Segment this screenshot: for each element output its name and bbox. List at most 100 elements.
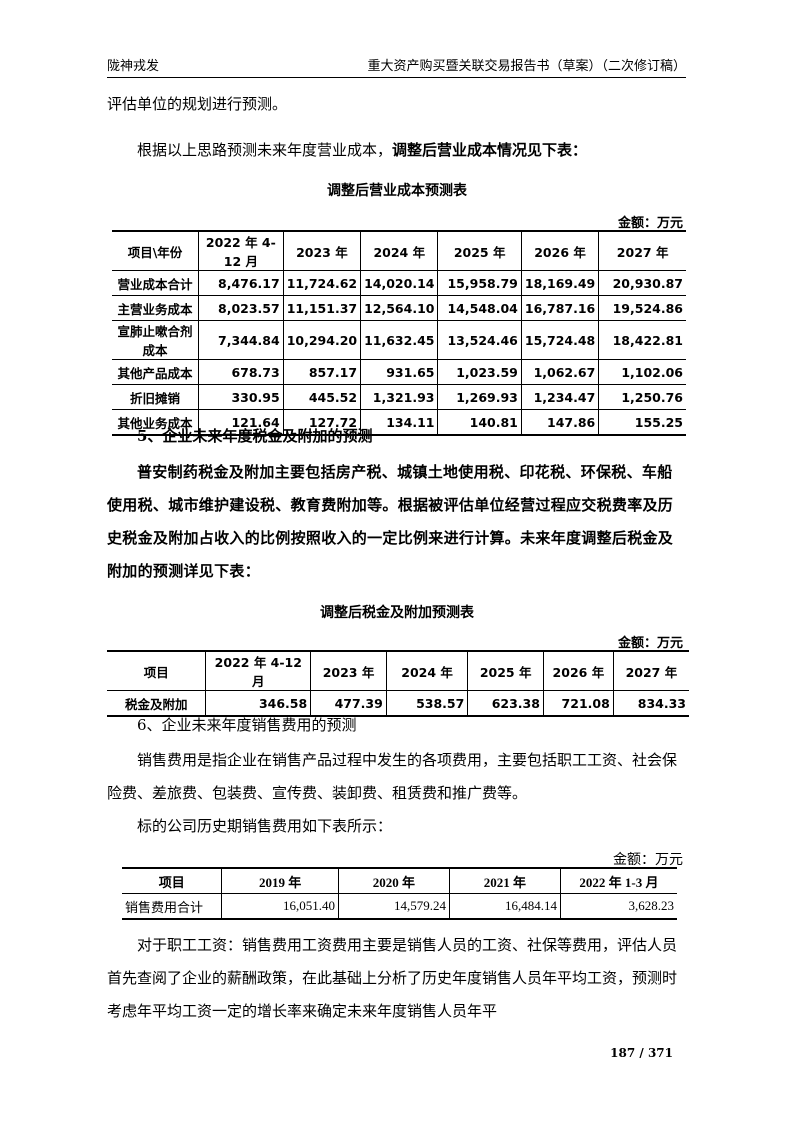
cell-value: 857.17 bbox=[282, 359, 362, 385]
table-header-row: 项目 2019 年 2020 年 2021 年 2022 年 1-3 月 bbox=[122, 867, 677, 894]
column-header: 2021 年 bbox=[448, 867, 561, 894]
cell-value: 834.33 bbox=[612, 690, 689, 717]
cell-value: 330.95 bbox=[198, 384, 284, 410]
para2-text: 根据以上思路预测未来年度营业成本， bbox=[137, 141, 393, 159]
cell-value: 14,548.04 bbox=[437, 295, 522, 321]
row-label: 宣肺止嗽合剂成本 bbox=[112, 320, 200, 360]
column-header: 2020 年 bbox=[337, 867, 450, 894]
column-header: 2022 年 1-3 月 bbox=[559, 867, 677, 894]
column-header: 2022 年 4-12 月 bbox=[198, 230, 284, 271]
cell-value: 121.64 bbox=[198, 409, 284, 436]
cell-value: 127.72 bbox=[282, 409, 362, 436]
column-header: 2024 年 bbox=[360, 230, 439, 271]
column-header: 项目 bbox=[107, 650, 207, 691]
cell-value: 1,102.06 bbox=[598, 359, 686, 385]
cell-value: 155.25 bbox=[598, 409, 686, 436]
cell-value: 346.58 bbox=[205, 690, 312, 717]
cell-value: 147.86 bbox=[520, 409, 600, 436]
column-header: 2019 年 bbox=[221, 867, 339, 894]
column-header: 2025 年 bbox=[437, 230, 522, 271]
cell-value: 1,023.59 bbox=[437, 359, 522, 385]
para2-bold-text: 调整后营业成本情况见下表： bbox=[392, 141, 588, 159]
row-label: 其他产品成本 bbox=[112, 359, 200, 385]
table-row: 营业成本合计 8,476.17 11,724.62 14,020.14 15,958.7… bbox=[112, 270, 686, 296]
paragraph-2: 根据以上思路预测未来年度营业成本，调整后营业成本情况见下表： bbox=[107, 134, 687, 167]
table1-unit: 金额：万元 bbox=[617, 216, 683, 231]
cell-value: 8,023.57 bbox=[198, 295, 284, 321]
cell-value: 15,724.48 bbox=[520, 320, 600, 360]
cell-value: 13,524.46 bbox=[437, 320, 522, 360]
row-label: 折旧摊销 bbox=[112, 384, 200, 410]
cell-value: 8,476.17 bbox=[198, 270, 284, 296]
cell-value: 7,344.84 bbox=[198, 320, 284, 360]
column-header: 2027 年 bbox=[598, 230, 686, 271]
column-header: 2022 年 4-12 月 bbox=[205, 650, 312, 691]
table-header-row: 项目\年份 2022 年 4-12 月 2023 年 2024 年 2025 年 2026… bbox=[112, 230, 686, 271]
column-header: 项目\年份 bbox=[112, 230, 200, 271]
paragraph-1: 评估单位的规划进行预测。 bbox=[107, 95, 288, 113]
cell-value: 1,062.67 bbox=[520, 359, 600, 385]
table-row: 销售费用合计 16,051.40 14,579.24 16,484.14 3,628.2… bbox=[122, 893, 677, 920]
cell-value: 477.39 bbox=[310, 690, 387, 717]
cell-value: 11,151.37 bbox=[282, 295, 362, 321]
heading-5: 5、企业未来年度税金及附加的预测 bbox=[137, 427, 373, 445]
row-label: 主营业务成本 bbox=[112, 295, 200, 321]
cell-value: 3,628.23 bbox=[559, 893, 677, 920]
column-header: 2023 年 bbox=[282, 230, 362, 271]
cell-value: 14,020.14 bbox=[360, 270, 439, 296]
column-header: 2025 年 bbox=[467, 650, 544, 691]
header-doc-title: 重大资产购买暨关联交易报告书（草案）（二次修订稿） bbox=[367, 59, 686, 74]
table2-unit: 金额：万元 bbox=[617, 636, 683, 651]
paragraph-5: 普安制药税金及附加主要包括房产税、城镇土地使用税、印花税、环保税、车船使用税、城… bbox=[107, 463, 674, 580]
cell-value: 19,524.86 bbox=[598, 295, 686, 321]
cell-value: 721.08 bbox=[542, 690, 614, 717]
heading-6: 6、企业未来年度销售费用的预测 bbox=[137, 716, 357, 734]
cell-value: 10,294.20 bbox=[282, 320, 362, 360]
cell-value: 538.57 bbox=[385, 690, 469, 717]
column-header: 项目 bbox=[122, 867, 223, 894]
table-row: 税金及附加 346.58 477.39 538.57 623.38 721.08 834.3… bbox=[107, 690, 689, 717]
cell-value: 623.38 bbox=[467, 690, 544, 717]
row-label: 营业成本合计 bbox=[112, 270, 200, 296]
table1-title: 调整后营业成本预测表 bbox=[327, 183, 467, 199]
row-label: 税金及附加 bbox=[107, 690, 207, 717]
cell-value: 16,787.16 bbox=[520, 295, 600, 321]
cost-forecast-table: 项目\年份 2022 年 4-12 月 2023 年 2024 年 2025 年 2026… bbox=[112, 230, 686, 436]
cell-value: 140.81 bbox=[437, 409, 522, 436]
cell-value: 445.52 bbox=[282, 384, 362, 410]
cell-value: 11,632.45 bbox=[360, 320, 439, 360]
cell-value: 16,051.40 bbox=[221, 893, 339, 920]
paragraph-6: 销售费用是指企业在销售产品过程中发生的各项费用，主要包括职工工资、社会保险费、差… bbox=[107, 751, 678, 802]
table-row: 其他产品成本 678.73 857.17 931.65 1,023.59 1,062.67… bbox=[112, 359, 686, 385]
cell-value: 16,484.14 bbox=[448, 893, 561, 920]
table-row: 折旧摊销 330.95 445.52 1,321.93 1,269.93 1,234.47… bbox=[112, 384, 686, 410]
cell-value: 678.73 bbox=[198, 359, 284, 385]
paragraph-7: 标的公司历史期销售费用如下表所示： bbox=[137, 817, 393, 835]
header-company: 陇神戎发 bbox=[107, 59, 160, 74]
cell-value: 1,321.93 bbox=[360, 384, 439, 410]
table-row: 宣肺止嗽合剂成本 7,344.84 10,294.20 11,632.45 13,524… bbox=[112, 320, 686, 360]
row-label: 其他业务成本 bbox=[112, 409, 200, 436]
table-row: 其他业务成本 121.64 127.72 134.11 140.81 147.86 155.… bbox=[112, 409, 686, 436]
paragraph-8: 对于职工工资：销售费用工资费用主要是销售人员的工资、社保等费用，评估人员首先查阅… bbox=[107, 936, 678, 1020]
cell-value: 14,579.24 bbox=[337, 893, 450, 920]
cell-value: 1,250.76 bbox=[598, 384, 686, 410]
column-header: 2026 年 bbox=[520, 230, 600, 271]
cell-value: 1,269.93 bbox=[437, 384, 522, 410]
table-row: 主营业务成本 8,023.57 11,151.37 12,564.10 14,548.0… bbox=[112, 295, 686, 321]
cell-value: 18,422.81 bbox=[598, 320, 686, 360]
cell-value: 11,724.62 bbox=[282, 270, 362, 296]
table2-title: 调整后税金及附加预测表 bbox=[320, 605, 474, 621]
cell-value: 931.65 bbox=[360, 359, 439, 385]
sales-expense-table: 项目 2019 年 2020 年 2021 年 2022 年 1-3 月销售费用合计 16… bbox=[122, 867, 677, 920]
table3-unit: 金额：万元 bbox=[613, 852, 683, 868]
cell-value: 12,564.10 bbox=[360, 295, 439, 321]
page-number: 187 / 371 bbox=[610, 1046, 673, 1060]
cell-value: 1,234.47 bbox=[520, 384, 600, 410]
cell-value: 15,958.79 bbox=[437, 270, 522, 296]
page-header: 陇神戎发 重大资产购买暨关联交易报告书（草案）（二次修订稿） bbox=[107, 52, 686, 78]
column-header: 2027 年 bbox=[612, 650, 689, 691]
column-header: 2024 年 bbox=[385, 650, 469, 691]
